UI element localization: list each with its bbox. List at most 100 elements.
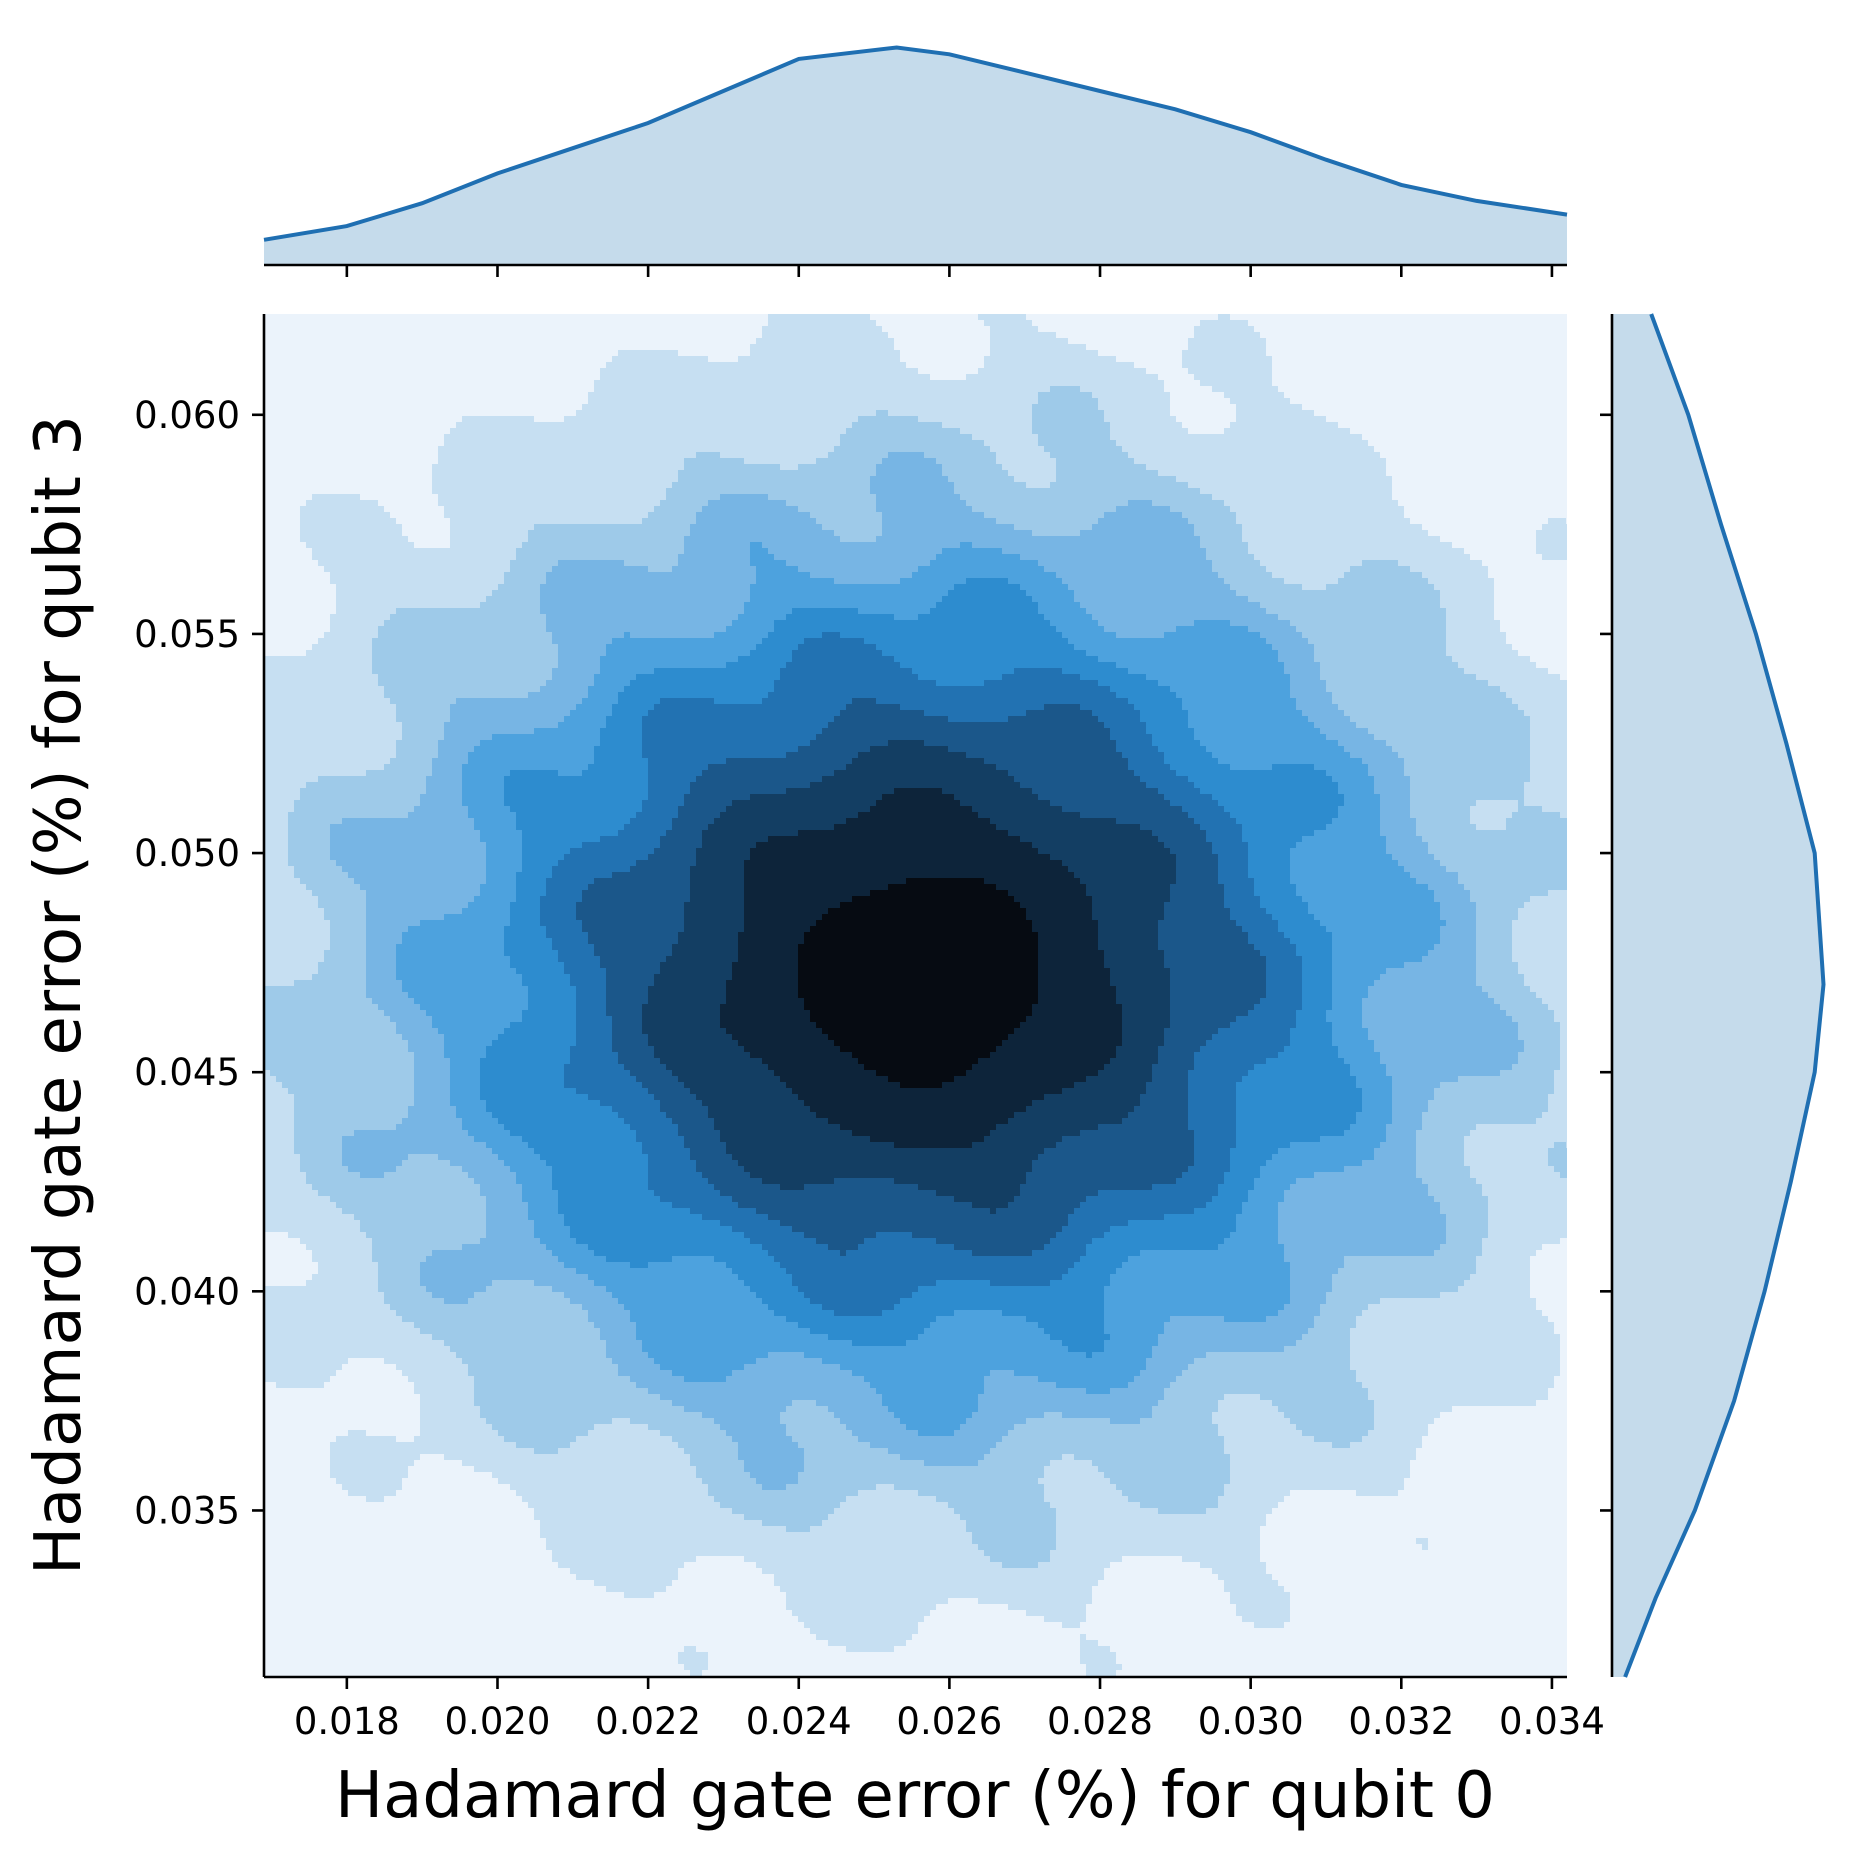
contour-cell [606,380,613,387]
contour-cell [1260,338,1267,345]
contour-cell [642,356,649,363]
contour-cell [1332,326,1339,333]
contour-cell [330,404,337,411]
contour-cell [378,356,385,363]
contour-cell [1512,368,1519,375]
contour-cell [924,398,931,405]
contour-cell [564,314,571,321]
contour-cell [918,398,925,405]
contour-cell [1188,392,1195,399]
contour-cell [1446,368,1453,375]
contour-cell [1362,362,1369,369]
contour-cell [870,362,877,369]
contour-cell [1374,326,1381,333]
contour-cell [1086,314,1093,321]
contour-cell [948,386,955,393]
contour-cell [1248,320,1255,327]
contour-cell [624,362,631,369]
contour-cell [540,356,547,363]
contour-cell [960,314,967,321]
contour-cell [1446,392,1453,399]
contour-cell [1488,362,1495,369]
contour-cell [1200,368,1207,375]
contour-cell [588,380,595,387]
contour-cell [504,332,511,339]
contour-cell [1278,398,1285,405]
contour-cell [1434,368,1441,375]
contour-cell [1200,356,1207,363]
contour-cell [414,380,421,387]
contour-cell [1440,392,1447,399]
contour-cell [330,398,337,405]
contour-cell [294,368,301,375]
contour-cell [1110,356,1117,363]
contour-cell [630,386,637,393]
contour-cell [1410,344,1417,351]
contour-cell [1320,320,1327,327]
contour-cell [300,404,307,411]
contour-cell [762,320,769,327]
contour-cell [354,338,361,345]
contour-cell [1314,332,1321,339]
contour-cell [918,392,925,399]
contour-cell [540,320,547,327]
contour-cell [762,362,769,369]
contour-cell [672,398,679,405]
contour-cell [318,374,325,381]
contour-cell [636,344,643,351]
contour-cell [1176,314,1183,321]
contour-cell [1464,398,1471,405]
contour-cell [774,356,781,363]
contour-cell [918,338,925,345]
contour-cell [522,404,529,411]
contour-cell [1392,326,1399,333]
contour-cell [300,398,307,405]
contour-cell [1350,320,1357,327]
contour-cell [276,314,283,321]
contour-cell [1524,314,1531,321]
contour-cell [684,404,691,411]
contour-cell [1194,320,1201,327]
contour-cell [930,398,937,405]
contour-cell [438,332,445,339]
contour-cell [1254,350,1261,357]
contour-cell [804,392,811,399]
contour-cell [384,386,391,393]
contour-cell [594,398,601,405]
contour-cell [696,350,703,357]
contour-cell [504,338,511,345]
contour-cell [888,344,895,351]
contour-cell [750,356,757,363]
contour-cell [1152,368,1159,375]
contour-cell [696,398,703,405]
contour-cell [1236,386,1243,393]
contour-cell [1428,314,1435,321]
contour-cell [762,326,769,333]
contour-cell [1548,398,1555,405]
contour-cell [318,338,325,345]
contour-cell [276,320,283,327]
contour-cell [1020,386,1027,393]
contour-cell [750,380,757,387]
contour-cell [1254,314,1261,321]
contour-cell [1038,392,1045,399]
contour-cell [618,398,625,405]
contour-cell [912,380,919,387]
contour-cell [342,314,349,321]
contour-cell [426,320,433,327]
contour-cell [618,392,625,399]
contour-cell [612,338,619,345]
contour-cell [624,338,631,345]
contour-cell [432,320,439,327]
contour-cell [1008,374,1015,381]
contour-cell [384,320,391,327]
contour-cell [420,392,427,399]
contour-cell [354,368,361,375]
contour-cell [1350,386,1357,393]
contour-cell [768,362,775,369]
contour-cell [1470,374,1477,381]
contour-cell [282,320,289,327]
contour-cell [714,398,721,405]
contour-cell [1122,386,1129,393]
contour-cell [414,326,421,333]
